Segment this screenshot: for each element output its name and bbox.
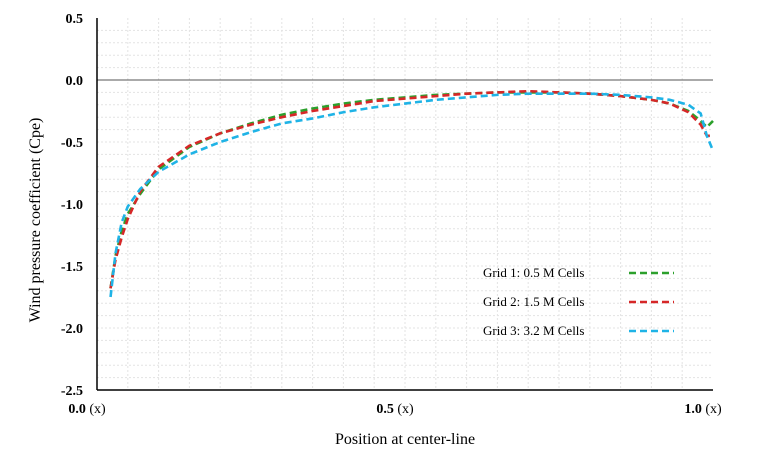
- y-axis-label: Wind pressure coefficient (Cpe): [27, 118, 44, 323]
- x-tick-label: 0.0 (x): [68, 402, 106, 417]
- x-tick-label: 1.0 (x): [684, 402, 722, 417]
- y-tick-label: -0.5: [61, 136, 83, 151]
- y-tick-label: 0.5: [66, 12, 84, 27]
- y-tick-label: 0.0: [66, 74, 84, 89]
- y-tick-label: -1.5: [61, 260, 83, 275]
- legend: Grid 1: 0.5 M Cells Grid 2: 1.5 M Cells Gr…: [483, 265, 674, 338]
- grid-lines: [97, 18, 713, 390]
- y-tick-label: -2.0: [61, 322, 83, 337]
- x-tick-label: 0.5 (x): [376, 402, 414, 417]
- legend-label-grid-3: Grid 3: 3.2 M Cells: [483, 323, 584, 338]
- plot-axes: [96, 18, 713, 391]
- series-line-grid-2: [109, 89, 713, 289]
- y-tick-label: -1.0: [61, 198, 83, 213]
- y-tick-labels: 0.5 0.0 -0.5 -1.0 -1.5 -2.0 -2.5: [61, 12, 83, 399]
- series-lines: [109, 89, 715, 298]
- series-line-grid-1: [109, 91, 714, 289]
- x-tick-labels: 0.0 (x) 0.5 (x) 1.0 (x): [68, 402, 722, 417]
- legend-label-grid-2: Grid 2: 1.5 M Cells: [483, 294, 584, 309]
- series-line-grid-3: [109, 92, 715, 298]
- x-axis-label: Position at center-line: [335, 431, 475, 448]
- legend-label-grid-1: Grid 1: 0.5 M Cells: [483, 265, 584, 280]
- y-tick-label: -2.5: [61, 384, 83, 399]
